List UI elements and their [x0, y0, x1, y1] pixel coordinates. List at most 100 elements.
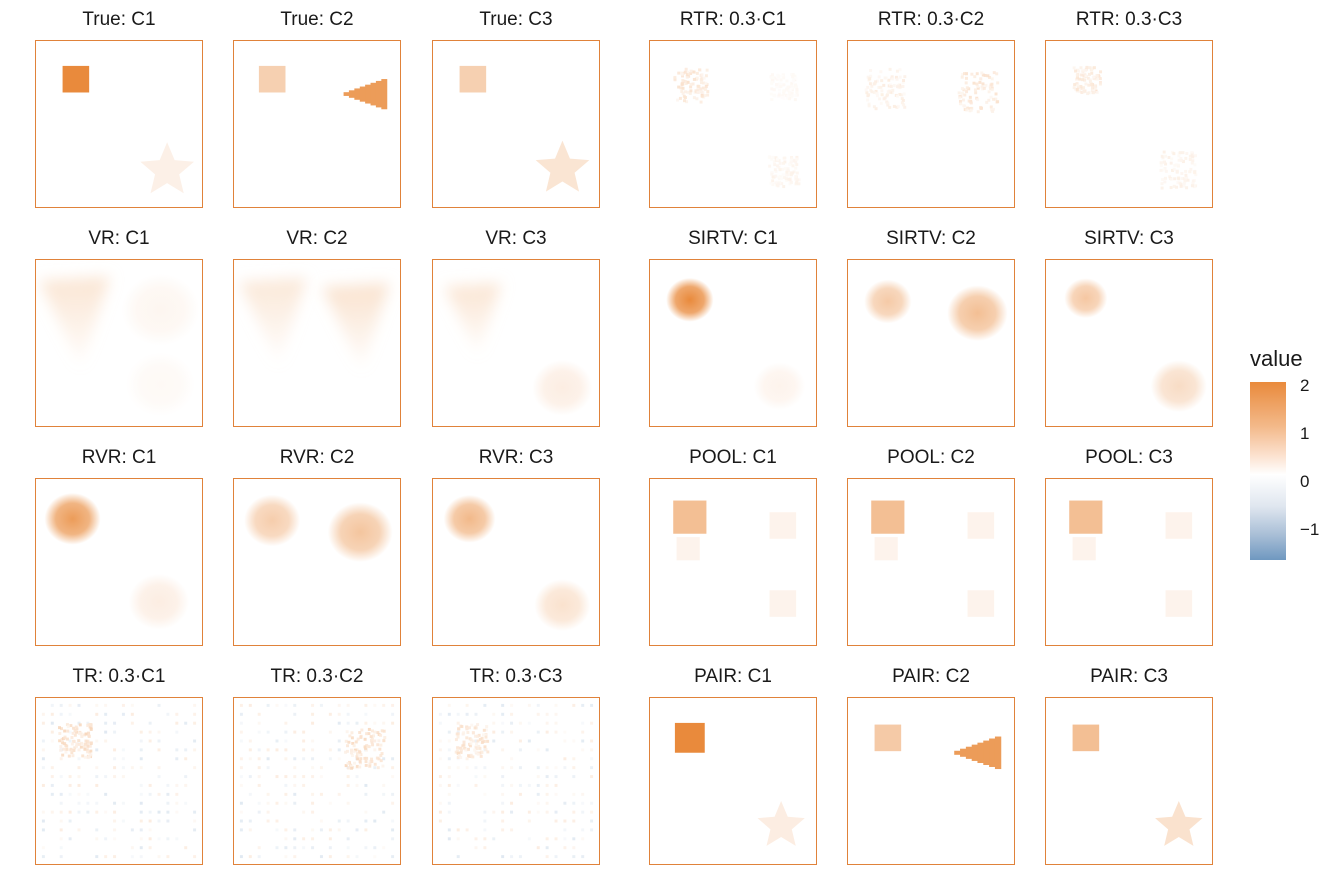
panel-title: RTR: 0.3·C3: [1075, 9, 1183, 30]
grid-noise-pixel: [68, 739, 72, 743]
noise-pixel: [1190, 184, 1194, 188]
noise-pixel: [902, 92, 906, 96]
grid-noise-pixel: [536, 792, 540, 796]
grid-noise-pixel: [193, 810, 197, 814]
grid-noise-pixel: [545, 810, 549, 814]
grid-noise-pixel: [554, 766, 558, 770]
grid-noise-pixel: [302, 775, 306, 779]
noise-pixel: [358, 731, 362, 734]
grid-noise-pixel: [41, 819, 45, 823]
noise-pixel: [883, 96, 887, 100]
grid-noise-pixel: [474, 775, 478, 779]
noise-pixel: [482, 733, 485, 737]
noise-pixel: [376, 731, 380, 735]
noise-pixel: [702, 81, 706, 85]
grid-noise-pixel: [184, 846, 188, 850]
noise-pixel: [352, 744, 356, 748]
noise-pixel: [58, 726, 61, 730]
noise-pixel: [86, 740, 90, 744]
noise-pixel: [1185, 176, 1189, 180]
noise-pixel: [685, 100, 689, 104]
noise-pixel: [78, 723, 82, 727]
grid-noise-pixel: [166, 783, 170, 787]
grid-noise-pixel: [355, 775, 359, 779]
noise-pixel: [887, 78, 891, 82]
heatmap-image: [239, 703, 395, 859]
noise-pixel: [767, 155, 771, 159]
noise-pixel: [370, 737, 374, 741]
noise-pixel: [679, 86, 683, 90]
grid-noise-pixel: [382, 721, 386, 725]
noise-pixel: [83, 747, 87, 751]
grid-noise-pixel: [139, 837, 143, 841]
grid-noise-pixel: [536, 783, 540, 787]
grid-noise-pixel: [121, 757, 125, 761]
noise-pixel: [957, 91, 961, 95]
noise-pixel: [86, 756, 90, 760]
noise-pixel: [774, 174, 778, 178]
grid-noise-pixel: [581, 739, 585, 743]
legend-tick: [1286, 386, 1294, 387]
noise-pixel: [770, 157, 774, 161]
grid-noise-pixel: [465, 703, 469, 707]
noise-pixel: [772, 160, 776, 164]
grid-noise-pixel: [77, 801, 81, 805]
noise-pixel: [783, 167, 787, 171]
noise-pixel: [975, 82, 979, 86]
grid-noise-pixel: [572, 792, 576, 796]
noise-pixel: [84, 739, 88, 743]
noise-pixel: [786, 173, 790, 177]
noise-pixel: [1098, 82, 1102, 86]
grid-noise-pixel: [545, 766, 549, 770]
grid-noise-pixel: [590, 739, 594, 743]
noise-pixel: [1080, 90, 1084, 94]
heatmap-panel: [847, 259, 1015, 427]
noise-pixel: [978, 80, 982, 84]
noise-pixel: [456, 746, 460, 750]
noise-pixel: [1172, 167, 1176, 171]
grid-noise-pixel: [328, 712, 332, 716]
heatmap-panel: [233, 697, 401, 865]
grid-noise-pixel: [59, 846, 63, 850]
noise-pixel: [1183, 179, 1187, 183]
noise-pixel: [486, 739, 490, 743]
grid-noise-pixel: [319, 855, 323, 859]
noise-pixel: [1191, 181, 1195, 185]
noise-pixel: [73, 733, 77, 737]
grid-noise-pixel: [284, 783, 288, 787]
grid-noise-pixel: [465, 712, 469, 716]
noise-pixel: [367, 745, 371, 749]
grid-noise-pixel: [86, 792, 90, 796]
grid-noise-pixel: [95, 855, 99, 859]
noise-pixel: [1080, 86, 1084, 90]
noise-pixel: [794, 160, 798, 164]
noise-pixel: [1182, 184, 1186, 188]
grid-noise-pixel: [239, 819, 243, 823]
grid-noise-pixel: [50, 703, 54, 707]
noise-pixel: [1190, 161, 1194, 165]
grid-noise-pixel: [68, 810, 72, 814]
noise-pixel: [879, 101, 883, 105]
noise-pixel: [791, 75, 795, 79]
grid-noise-pixel: [284, 828, 288, 832]
noise-pixel: [992, 71, 996, 75]
noise-pixel: [1086, 76, 1090, 80]
grid-noise-pixel: [572, 775, 576, 779]
noise-pixel: [965, 108, 969, 112]
panel-title: TR: 0.3·C1: [72, 666, 166, 687]
noise-pixel: [683, 96, 687, 100]
grid-noise-pixel: [257, 712, 261, 716]
grid-noise-pixel: [311, 712, 315, 716]
grid-noise-pixel: [501, 766, 505, 770]
heatmap-panel: [233, 478, 401, 646]
grid-noise-pixel: [572, 801, 576, 805]
noise-pixel: [1178, 151, 1182, 155]
grid-noise-pixel: [364, 828, 368, 832]
grid-noise-pixel: [175, 730, 179, 734]
grid-noise-pixel: [382, 792, 386, 796]
noise-pixel: [1175, 185, 1179, 189]
grid-noise-pixel: [554, 837, 558, 841]
grid-noise-pixel: [239, 828, 243, 832]
heatmap-image: [244, 494, 393, 562]
grid-noise-pixel: [492, 837, 496, 841]
